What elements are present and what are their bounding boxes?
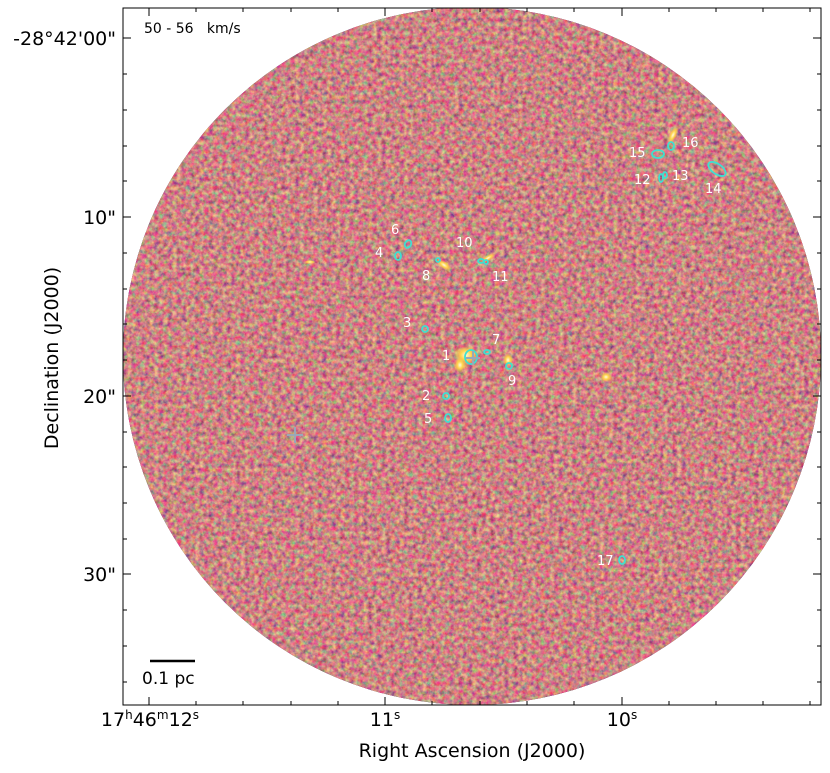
contour-16 (667, 141, 675, 151)
source-label-13: 13 (672, 169, 689, 184)
source-label-12: 12 (634, 173, 651, 188)
y-tick-label: 10" (83, 207, 116, 229)
source-label-7: 7 (492, 333, 500, 348)
source-label-6: 6 (391, 223, 399, 238)
contour-4 (394, 251, 402, 261)
y-tick-label: -28°42'00" (13, 28, 116, 50)
y-axis-label: Declination (J2000) (41, 267, 63, 449)
source-label-4: 4 (375, 246, 383, 261)
x-tick-label: 10s (607, 708, 637, 731)
contour-9 (505, 362, 513, 370)
y-tick-label: 20" (83, 386, 116, 408)
x-tick-label: 17h46m12s (101, 708, 199, 731)
contour-2 (442, 392, 450, 400)
contour-15 (651, 149, 665, 159)
y-tick-label: 30" (83, 564, 116, 586)
contour-11 (483, 259, 489, 265)
x-tick-labels: 17h46m12s 11s 10s (101, 708, 637, 731)
source-contours (394, 141, 727, 565)
scale-bar: 0.1 pc (142, 659, 195, 689)
contour-17 (618, 555, 626, 565)
source-label-14: 14 (705, 182, 722, 197)
source-label-2: 2 (422, 389, 430, 404)
contour-14 (707, 161, 727, 177)
contour-7 (483, 349, 491, 355)
velocity-range-label: 50 - 56 km/s (144, 21, 241, 37)
source-labels: 1 2 3 4 5 6 7 8 9 10 11 12 13 14 15 16 1… (375, 136, 722, 569)
source-label-11: 11 (492, 270, 509, 285)
contour-6 (403, 239, 413, 249)
cross-markers (287, 351, 480, 443)
source-label-3: 3 (403, 316, 411, 331)
source-label-9: 9 (508, 374, 516, 389)
contour-3 (421, 325, 429, 333)
axis-ticks (123, 8, 821, 705)
scale-bar-label: 0.1 pc (142, 669, 195, 689)
source-label-8: 8 (422, 269, 430, 284)
source-label-10: 10 (456, 236, 473, 251)
source-label-17: 17 (597, 554, 614, 569)
plot-frame (122, 7, 822, 706)
x-tick-label: 11s (370, 708, 400, 731)
source-label-15: 15 (629, 146, 646, 161)
x-axis-label: Right Ascension (J2000) (359, 740, 586, 762)
contour-8 (435, 257, 441, 263)
y-tick-labels: -28°42'00" 10" 20" 30" (13, 28, 116, 586)
source-label-1: 1 (442, 349, 450, 364)
contour-13 (662, 171, 668, 179)
source-label-5: 5 (424, 412, 432, 427)
contour-5 (444, 413, 452, 423)
source-label-16: 16 (682, 136, 699, 151)
